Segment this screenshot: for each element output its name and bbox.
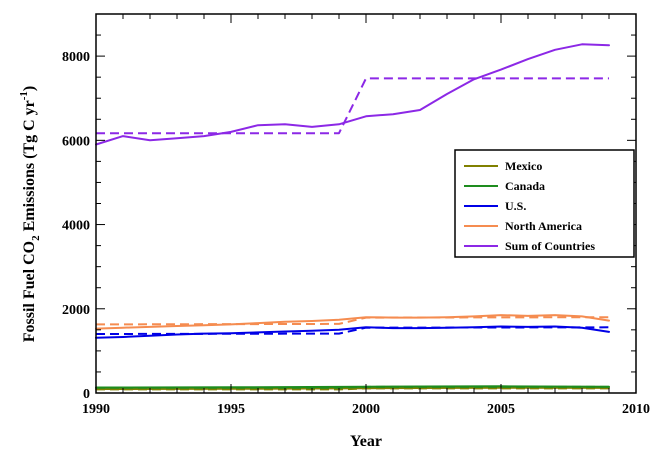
legend-box <box>454 149 635 258</box>
legend-label-3: North America <box>505 219 582 233</box>
legend-label-1: Canada <box>505 179 545 193</box>
legend-label-2: U.S. <box>505 199 526 213</box>
legend-label-0: Mexico <box>505 159 542 173</box>
y-axis-title: Fossil Fuel CO2 Emissions (Tg C yr-1) <box>18 86 42 342</box>
x-tick-label: 2000 <box>352 402 380 417</box>
legend: Mexico Canada U.S. North America Sum of Coun… <box>454 149 635 258</box>
series-line-solid-1 <box>95 385 610 389</box>
x-axis-title: Year <box>350 433 382 450</box>
series-line-dashed-4 <box>96 77 609 135</box>
y-tick-label: 4000 <box>62 219 90 234</box>
y-axis-title-main: Fossil Fuel CO <box>21 241 38 342</box>
y-tick-label: 0 <box>83 387 90 402</box>
y-axis-title-rest: Emissions (Tg C yr <box>21 100 38 235</box>
x-tick-label: 2005 <box>487 402 515 417</box>
y-tick-label: 8000 <box>62 50 90 65</box>
series-line-solid-4 <box>95 43 610 146</box>
y-axis-title-subscript: 2 <box>30 235 42 241</box>
y-axis-title-superscript: -1 <box>18 91 30 100</box>
y-axis-title-close: ) <box>21 86 38 91</box>
y-tick-label: 6000 <box>62 134 90 149</box>
x-tick-label: 1990 <box>82 402 110 417</box>
y-tick-label: 2000 <box>62 303 90 318</box>
x-tick-label: 1995 <box>217 402 245 417</box>
series-line-dashed-3 <box>95 316 610 326</box>
axis-tick-labels: 1990 1995 2000 2005 2010 0 2000 4000 6000 8000 <box>62 50 650 417</box>
legend-label-4: Sum of Countries <box>505 239 595 253</box>
x-tick-label: 2010 <box>622 402 650 417</box>
series-line-solid-3 <box>95 314 610 330</box>
series-line-solid-2 <box>95 325 610 339</box>
